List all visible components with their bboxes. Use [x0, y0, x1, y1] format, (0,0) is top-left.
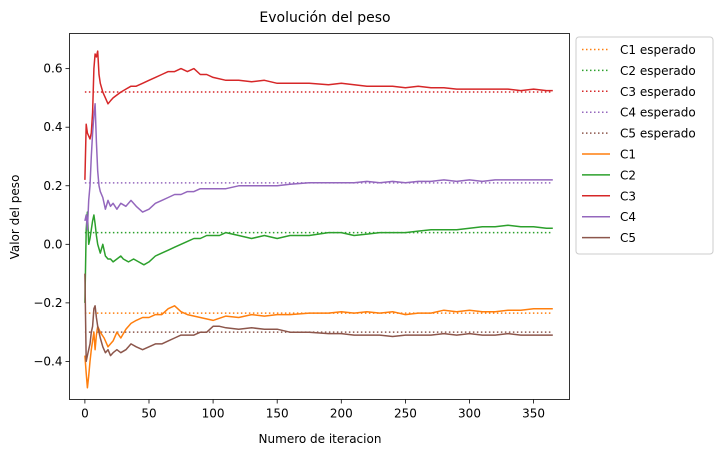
legend-label: C5 [620, 231, 636, 245]
series-line-2 [84, 211, 553, 303]
y-axis-label: Valor del peso [8, 175, 22, 260]
y-tick-label: 0.6 [43, 62, 62, 76]
series-line-5 [84, 273, 553, 363]
series-line-4 [84, 103, 553, 231]
y-axis: −0.4 −0.2 0.0 0.2 0.4 0.6 [33, 62, 70, 368]
y-tick-label: −0.4 [33, 354, 62, 368]
x-tick-label: 0 [81, 407, 89, 421]
y-tick-label: 0.4 [43, 120, 62, 134]
chart-title: Evolución del peso [259, 10, 390, 26]
legend-label: C4 esperado [620, 106, 696, 120]
x-tick-label: 150 [266, 407, 289, 421]
legend-box [575, 36, 714, 255]
series-line-3 [84, 50, 553, 180]
legend-label: C2 [620, 168, 636, 182]
x-tick-label: 100 [202, 407, 225, 421]
legend-label: C5 esperado [620, 127, 696, 141]
x-axis-label: Numero de iteracion [259, 432, 382, 446]
legend-label: C2 esperado [620, 64, 696, 78]
x-tick-label: 350 [522, 407, 545, 421]
legend-label: C1 [620, 148, 636, 162]
x-tick-label: 300 [458, 407, 481, 421]
legend-label: C3 [620, 189, 636, 203]
legend-label: C1 esperado [620, 43, 696, 57]
plot-frame [69, 33, 570, 400]
legend: C1 esperado C2 esperado C3 esperado C4 espe… [575, 36, 714, 255]
x-axis: 0 50 100 150 200 250 300 350 [81, 399, 545, 421]
series-line-1 [84, 305, 553, 389]
y-tick-label: −0.2 [33, 296, 62, 310]
plot-area [84, 50, 553, 389]
y-tick-label: 0.2 [43, 179, 62, 193]
x-tick-label: 250 [394, 407, 417, 421]
y-tick-label: 0.0 [43, 237, 62, 251]
legend-label: C3 esperado [620, 85, 696, 99]
x-tick-label: 50 [141, 407, 156, 421]
x-tick-label: 200 [330, 407, 353, 421]
legend-label: C4 [620, 210, 636, 224]
